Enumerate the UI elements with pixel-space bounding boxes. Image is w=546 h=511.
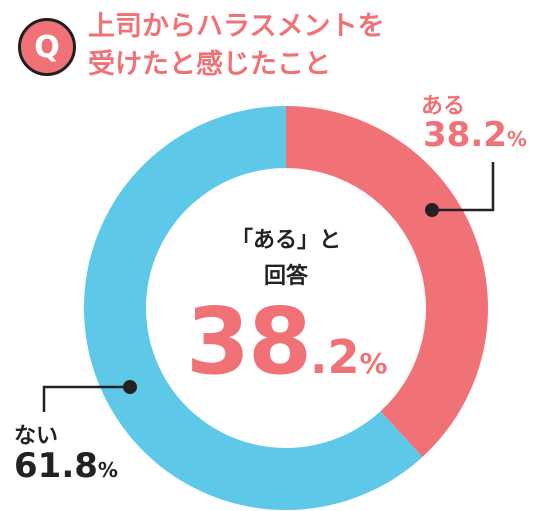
slice-no [83,106,423,510]
label-no-unit: % [97,458,118,482]
label-yes-name: ある [421,94,466,119]
leader-dot-yes [425,203,439,217]
label-no-name: ない [14,424,59,449]
leader-dot-no [123,380,137,394]
center-value-dec: .2 [310,330,360,384]
label-yes-number: 38.2 [423,115,507,155]
title-line-2: 受けたと感じたこと [88,49,331,80]
leader-line-yes [432,162,495,212]
center-label-line-2: 回答 [263,264,308,289]
center-value-unit: % [359,347,388,380]
slice-yes [286,106,488,457]
label-no-value: 61.8% [14,446,118,486]
label-yes-unit: % [506,127,527,151]
center-label-line-1: 「ある」と [230,228,341,253]
center-value-int: 38 [186,288,312,395]
label-no-number: 61.8 [14,446,98,486]
page-title: 上司からハラスメントを 受けたと感じたこと [88,8,384,84]
leader-line-no [42,385,130,412]
title-line-1: 上司からハラスメントを [88,11,385,42]
label-yes-value: 38.2% [423,115,527,155]
question-badge: Q [18,18,76,76]
center-value: 38.2% [186,288,416,395]
